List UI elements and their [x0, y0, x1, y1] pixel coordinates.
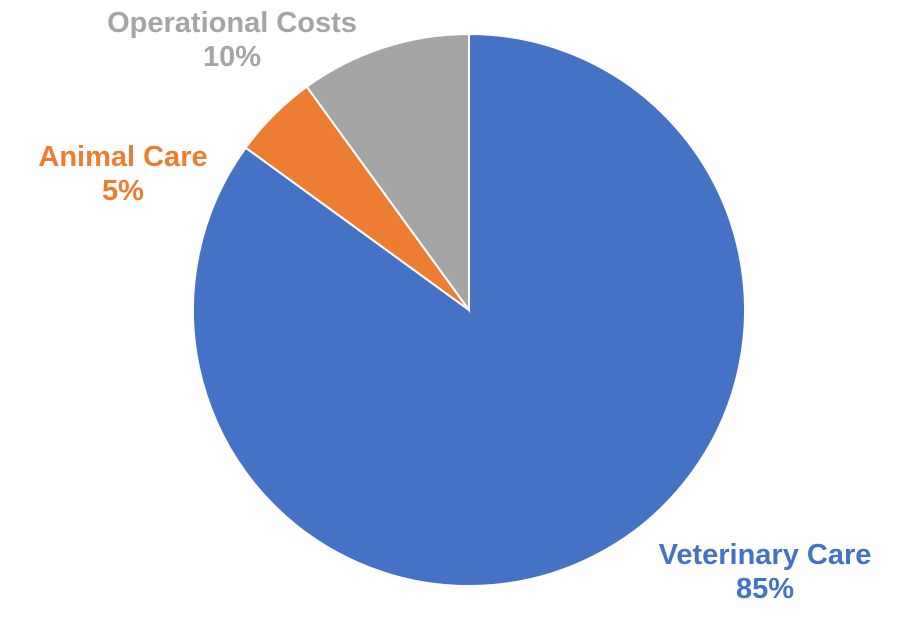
label-veterinary-care: Veterinary Care 85% — [625, 538, 905, 606]
label-animal-care-name: Animal Care — [38, 141, 208, 173]
label-animal-care: Animal Care 5% — [0, 140, 246, 208]
label-operational-costs-value: 10% — [202, 41, 262, 73]
label-animal-care-value: 5% — [102, 175, 144, 207]
pie-slice-operational-costs — [305, 32, 470, 314]
label-operational-costs: Operational Costs 10% — [62, 6, 402, 74]
label-veterinary-care-value: 85% — [735, 573, 795, 605]
label-veterinary-care-name: Veterinary Care — [658, 539, 872, 571]
label-operational-costs-name: Operational Costs — [107, 7, 357, 39]
